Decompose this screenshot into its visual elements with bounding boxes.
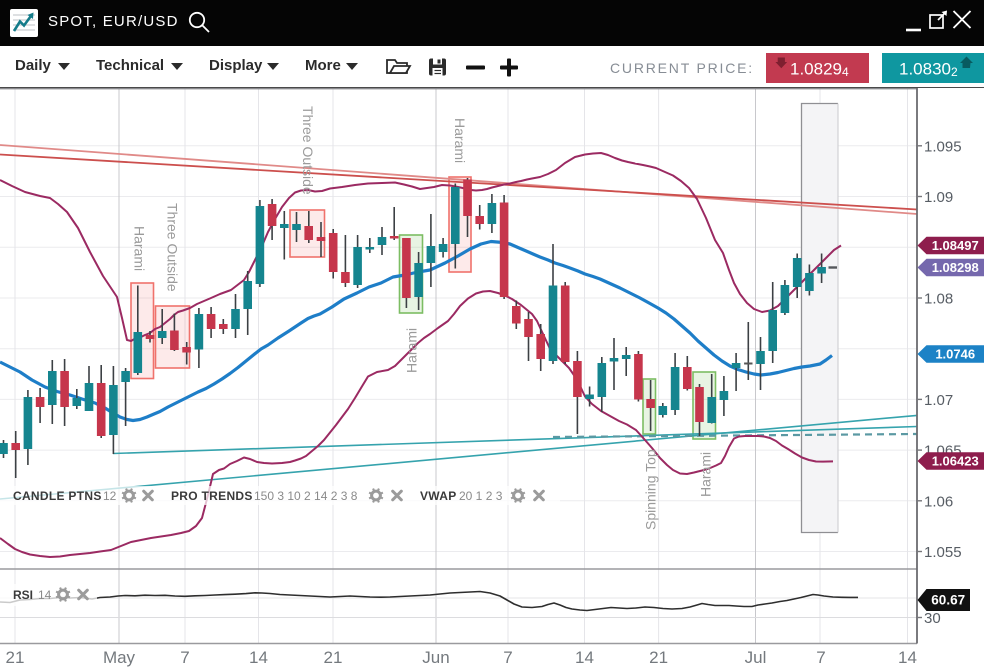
svg-text:2: 2 [951, 65, 958, 79]
svg-text:14: 14 [38, 588, 52, 602]
svg-text:Harami: Harami [698, 452, 714, 497]
svg-text:1.08: 1.08 [924, 291, 953, 308]
svg-text:4: 4 [842, 65, 849, 79]
svg-text:Harami: Harami [132, 226, 148, 271]
svg-text:RSI: RSI [13, 588, 33, 602]
svg-text:150 3 10 2 14 2 3 8: 150 3 10 2 14 2 3 8 [254, 489, 358, 503]
svg-text:1.09: 1.09 [924, 189, 953, 206]
svg-text:1.0830: 1.0830 [899, 60, 951, 79]
svg-text:14: 14 [898, 648, 917, 667]
svg-text:21: 21 [6, 648, 25, 667]
svg-text:21: 21 [649, 648, 668, 667]
svg-text:30: 30 [924, 610, 941, 627]
svg-text:1.0829: 1.0829 [790, 60, 842, 79]
svg-text:7: 7 [816, 648, 825, 667]
svg-text:VWAP: VWAP [420, 489, 457, 503]
svg-text:CANDLE PTNS: CANDLE PTNS [13, 489, 102, 503]
svg-text:7: 7 [503, 648, 512, 667]
svg-text:Three Outside: Three Outside [300, 106, 316, 195]
svg-text:7: 7 [180, 648, 189, 667]
svg-text:Jul: Jul [745, 648, 767, 667]
svg-text:12: 12 [103, 489, 117, 503]
svg-text:Jun: Jun [422, 648, 449, 667]
svg-text:1.08497: 1.08497 [932, 238, 979, 253]
svg-text:1.08298: 1.08298 [932, 260, 979, 275]
svg-text:14: 14 [249, 648, 268, 667]
svg-text:20 1 2 3: 20 1 2 3 [459, 489, 503, 503]
svg-text:21: 21 [324, 648, 343, 667]
svg-text:Harami: Harami [404, 328, 420, 373]
svg-text:May: May [103, 648, 136, 667]
svg-text:1.06: 1.06 [924, 493, 953, 510]
svg-text:1.07: 1.07 [924, 392, 953, 409]
svg-text:1.055: 1.055 [924, 544, 962, 561]
svg-text:Three Outside: Three Outside [165, 203, 181, 292]
svg-text:1.0746: 1.0746 [935, 347, 975, 362]
svg-text:60.67: 60.67 [931, 593, 965, 608]
svg-text:14: 14 [575, 648, 594, 667]
svg-text:1.095: 1.095 [924, 138, 962, 155]
svg-text:Harami: Harami [452, 118, 468, 163]
svg-text:PRO TRENDS: PRO TRENDS [171, 489, 253, 503]
svg-text:1.06423: 1.06423 [932, 454, 979, 469]
svg-text:Spinning Top: Spinning Top [643, 449, 659, 530]
